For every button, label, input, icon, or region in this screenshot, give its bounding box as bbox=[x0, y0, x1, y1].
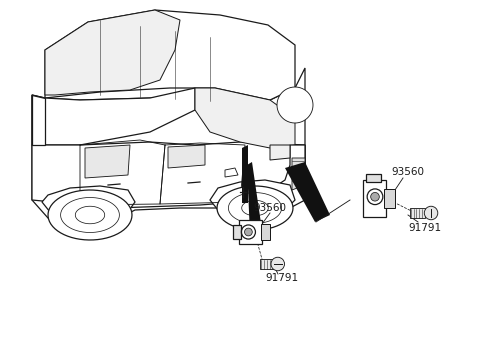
Polygon shape bbox=[228, 193, 282, 223]
Polygon shape bbox=[48, 190, 132, 240]
Polygon shape bbox=[195, 88, 295, 148]
Polygon shape bbox=[260, 145, 305, 210]
Circle shape bbox=[271, 257, 285, 271]
Polygon shape bbox=[225, 168, 238, 177]
Polygon shape bbox=[32, 88, 195, 145]
Polygon shape bbox=[242, 200, 268, 216]
Polygon shape bbox=[292, 158, 305, 190]
Polygon shape bbox=[42, 186, 135, 220]
Polygon shape bbox=[242, 145, 248, 203]
FancyBboxPatch shape bbox=[363, 180, 386, 217]
Polygon shape bbox=[45, 10, 180, 95]
Polygon shape bbox=[32, 68, 305, 228]
Polygon shape bbox=[45, 10, 295, 100]
FancyBboxPatch shape bbox=[260, 259, 276, 269]
Text: 91791: 91791 bbox=[265, 273, 299, 283]
Polygon shape bbox=[32, 142, 305, 208]
Text: 93560: 93560 bbox=[253, 203, 287, 213]
Polygon shape bbox=[247, 162, 262, 235]
FancyBboxPatch shape bbox=[240, 220, 262, 244]
Polygon shape bbox=[217, 186, 293, 230]
FancyBboxPatch shape bbox=[233, 225, 241, 239]
Polygon shape bbox=[168, 145, 205, 168]
Polygon shape bbox=[75, 206, 105, 224]
Polygon shape bbox=[270, 145, 290, 160]
FancyBboxPatch shape bbox=[366, 174, 381, 181]
Polygon shape bbox=[285, 162, 330, 222]
FancyBboxPatch shape bbox=[384, 189, 395, 208]
Text: 91791: 91791 bbox=[408, 223, 442, 233]
Polygon shape bbox=[32, 95, 45, 145]
Circle shape bbox=[244, 228, 252, 236]
Circle shape bbox=[371, 192, 379, 201]
Polygon shape bbox=[60, 198, 120, 232]
FancyBboxPatch shape bbox=[409, 208, 425, 218]
FancyBboxPatch shape bbox=[261, 224, 270, 240]
Text: 93560: 93560 bbox=[392, 167, 424, 177]
Polygon shape bbox=[210, 180, 295, 216]
Polygon shape bbox=[277, 87, 313, 123]
Polygon shape bbox=[85, 145, 130, 178]
Circle shape bbox=[424, 206, 438, 220]
